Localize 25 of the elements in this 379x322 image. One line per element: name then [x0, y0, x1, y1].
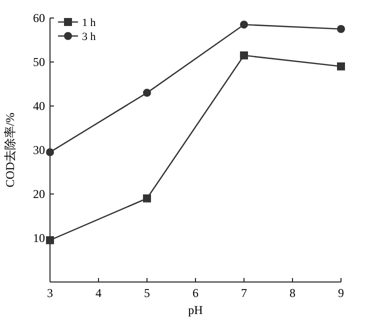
point [337, 62, 345, 70]
legend-label: 1 h [82, 17, 96, 29]
y-tick-label: 40 [33, 99, 45, 113]
point [143, 88, 151, 97]
x-tick-label: 3 [47, 286, 53, 300]
point [240, 20, 248, 29]
y-tick-label: 30 [33, 143, 45, 157]
point [240, 51, 248, 60]
legend-label: 3 h [82, 31, 96, 43]
x-axis-title: pH [188, 303, 204, 317]
x-tick-label: 4 [96, 286, 102, 300]
x-tick-label: 5 [144, 286, 150, 300]
x-tick-label: 9 [338, 286, 344, 300]
point [143, 194, 151, 202]
y-tick-label: 60 [33, 11, 45, 25]
x-tick-label: 6 [192, 286, 198, 300]
point [337, 25, 345, 33]
x-tick-label: 7 [241, 286, 247, 300]
x-tick-label: 8 [290, 286, 296, 300]
point [46, 236, 54, 244]
y-tick-label: 50 [33, 55, 45, 69]
y-tick-label: 10 [33, 231, 45, 245]
point [46, 148, 54, 156]
y-tick-label: 20 [33, 187, 45, 201]
y-axis-title: COD去除率/% [3, 112, 17, 188]
